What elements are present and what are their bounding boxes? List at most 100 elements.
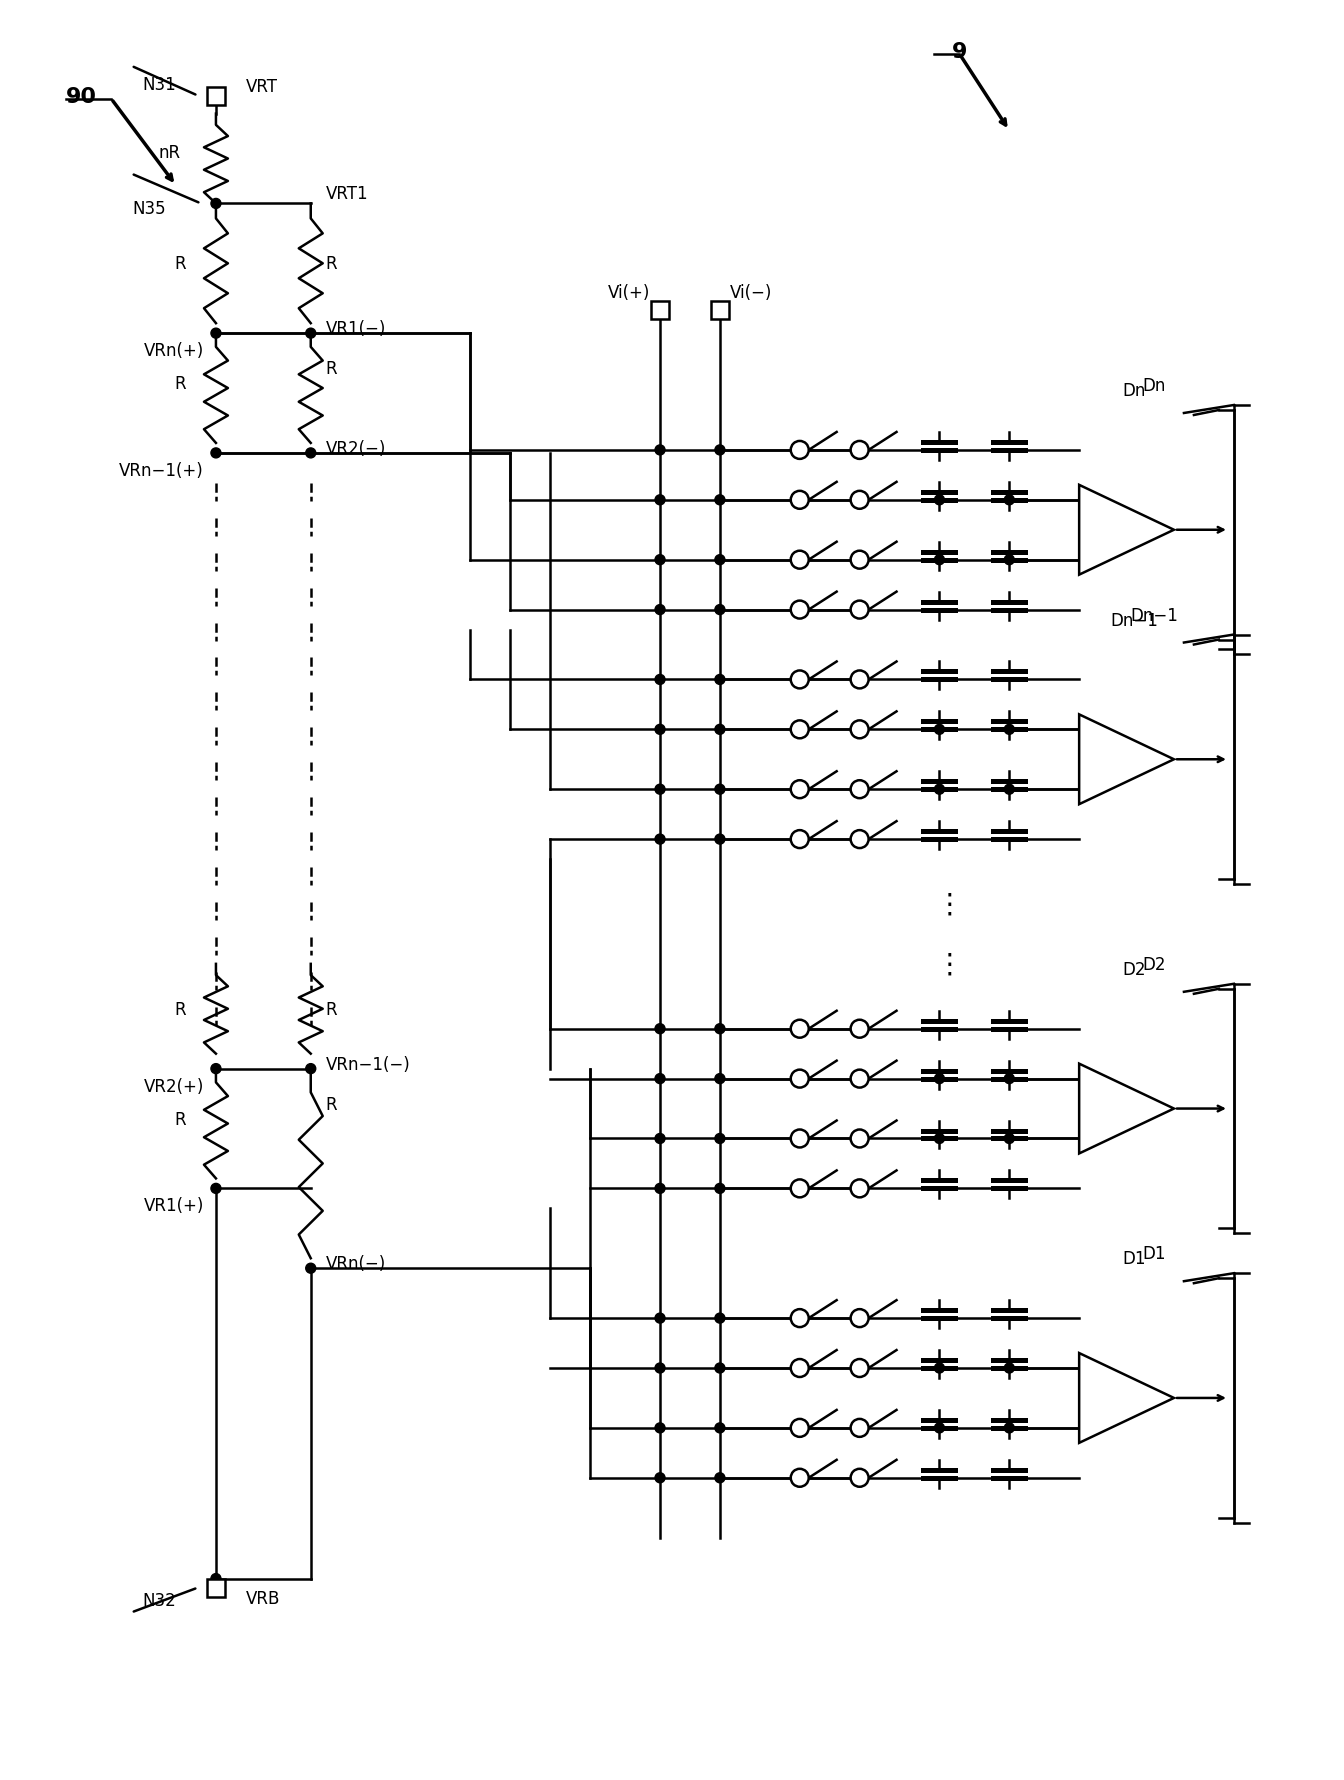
- Text: −: −: [1091, 545, 1103, 561]
- Text: VR1(+): VR1(+): [144, 1196, 204, 1214]
- Circle shape: [790, 441, 809, 459]
- Circle shape: [790, 552, 809, 570]
- Text: R: R: [325, 360, 337, 377]
- Circle shape: [655, 1184, 665, 1194]
- Bar: [207, 1579, 224, 1597]
- Circle shape: [655, 724, 665, 735]
- Circle shape: [715, 495, 724, 506]
- Circle shape: [211, 329, 220, 338]
- Circle shape: [790, 491, 809, 509]
- Circle shape: [851, 491, 868, 509]
- Circle shape: [851, 552, 868, 570]
- Circle shape: [715, 1184, 724, 1194]
- Circle shape: [305, 1264, 316, 1273]
- Text: ⋮: ⋮: [935, 890, 964, 918]
- Text: +: +: [1091, 1369, 1103, 1383]
- Polygon shape: [1079, 486, 1173, 575]
- Text: nR: nR: [159, 144, 181, 162]
- Text: VR2(−): VR2(−): [325, 440, 386, 457]
- Circle shape: [715, 724, 724, 735]
- Circle shape: [655, 445, 665, 456]
- Circle shape: [715, 1023, 724, 1034]
- Circle shape: [655, 1073, 665, 1084]
- Circle shape: [934, 1134, 945, 1145]
- Circle shape: [851, 1360, 868, 1378]
- Circle shape: [851, 1468, 868, 1486]
- Text: 90: 90: [66, 87, 97, 107]
- Text: R: R: [175, 376, 185, 393]
- Text: VR2(+): VR2(+): [144, 1077, 204, 1095]
- Text: VRT1: VRT1: [325, 185, 368, 203]
- Text: Dn: Dn: [1142, 377, 1165, 395]
- Circle shape: [1004, 785, 1015, 794]
- Circle shape: [715, 675, 724, 685]
- Text: Dn−1: Dn−1: [1130, 607, 1177, 625]
- Circle shape: [851, 602, 868, 619]
- Text: R: R: [325, 1095, 337, 1112]
- Circle shape: [655, 675, 665, 685]
- Text: D2: D2: [1142, 956, 1165, 974]
- Circle shape: [211, 1574, 220, 1584]
- Circle shape: [851, 1310, 868, 1328]
- Text: VRn(+): VRn(+): [144, 342, 204, 360]
- Circle shape: [851, 671, 868, 689]
- Circle shape: [1004, 724, 1015, 735]
- Circle shape: [715, 1363, 724, 1372]
- Text: D2: D2: [1122, 959, 1146, 979]
- Circle shape: [655, 1023, 665, 1034]
- Circle shape: [851, 1020, 868, 1038]
- Circle shape: [715, 1314, 724, 1323]
- Circle shape: [211, 449, 220, 459]
- Text: VRn−1(−): VRn−1(−): [325, 1056, 410, 1073]
- Circle shape: [715, 605, 724, 616]
- Circle shape: [934, 1422, 945, 1433]
- Circle shape: [934, 495, 945, 506]
- Circle shape: [934, 1363, 945, 1372]
- Text: R: R: [175, 1000, 185, 1018]
- Polygon shape: [1079, 1353, 1173, 1444]
- Circle shape: [851, 1180, 868, 1198]
- Circle shape: [790, 721, 809, 739]
- Circle shape: [851, 831, 868, 849]
- Circle shape: [655, 785, 665, 794]
- Circle shape: [790, 1360, 809, 1378]
- Circle shape: [715, 1134, 724, 1145]
- Bar: [711, 303, 728, 320]
- Circle shape: [715, 785, 724, 794]
- Circle shape: [790, 1310, 809, 1328]
- Circle shape: [851, 781, 868, 799]
- Circle shape: [790, 781, 809, 799]
- Circle shape: [655, 605, 665, 616]
- Circle shape: [790, 1180, 809, 1198]
- Text: N31: N31: [142, 75, 176, 94]
- Text: Vi(+): Vi(+): [607, 285, 650, 303]
- Circle shape: [715, 1474, 724, 1483]
- Text: R: R: [325, 255, 337, 272]
- Circle shape: [655, 555, 665, 566]
- Circle shape: [851, 1130, 868, 1148]
- Polygon shape: [1079, 1064, 1173, 1153]
- Circle shape: [715, 1422, 724, 1433]
- Circle shape: [851, 1070, 868, 1088]
- Circle shape: [1004, 1422, 1015, 1433]
- Circle shape: [655, 835, 665, 846]
- Text: +: +: [1091, 730, 1103, 746]
- Text: VRn(−): VRn(−): [325, 1255, 386, 1273]
- Text: 9: 9: [952, 41, 968, 62]
- Bar: [207, 87, 224, 105]
- Circle shape: [305, 329, 316, 338]
- Text: N35: N35: [133, 201, 167, 219]
- Text: VRB: VRB: [246, 1588, 281, 1607]
- Circle shape: [790, 671, 809, 689]
- Circle shape: [655, 1474, 665, 1483]
- Circle shape: [790, 1419, 809, 1436]
- Circle shape: [655, 1363, 665, 1372]
- Circle shape: [1004, 1134, 1015, 1145]
- Text: Dn−1: Dn−1: [1110, 611, 1159, 628]
- Text: R: R: [175, 255, 185, 272]
- Circle shape: [655, 1422, 665, 1433]
- Circle shape: [790, 602, 809, 619]
- Text: R: R: [175, 1111, 185, 1129]
- Circle shape: [851, 1419, 868, 1436]
- Text: VRT: VRT: [246, 78, 278, 96]
